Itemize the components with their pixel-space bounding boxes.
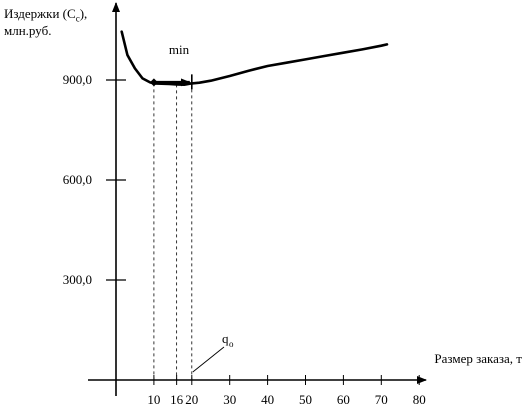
y-tick-label: 600,0 [63, 172, 92, 187]
cost-curve-group [120, 30, 389, 90]
labels: 10 16 20 30 40 50 60 70 80 300,0 600,0 900,0 min q o Ра… [63, 42, 523, 407]
x-tick-label: 30 [223, 392, 236, 407]
y-tick-label: 900,0 [63, 72, 92, 87]
annotation-q-sub: o [229, 339, 234, 349]
x-tick-label: 70 [375, 392, 388, 407]
min-diamond-marker [149, 78, 158, 87]
x-tick-label: 16 [170, 392, 184, 407]
x-tick-label: 20 [185, 392, 198, 407]
y-tick-label: 300,0 [63, 272, 92, 287]
annotation-min: min [169, 42, 190, 57]
annotation-q-pointer [192, 346, 225, 373]
x-tick-label: 60 [337, 392, 350, 407]
x-axis-label: Размер заказа, т [434, 351, 522, 366]
x-tick-label: 10 [147, 392, 160, 407]
y-axis-label-text: Издержки (C [4, 6, 76, 21]
x-tick-label: 40 [261, 392, 274, 407]
y-axis-label: Издержки (Cc), [4, 6, 87, 24]
y-axis-label-end: ), [79, 6, 88, 21]
x-tick-label: 50 [299, 392, 312, 407]
axes [88, 2, 427, 396]
y-axis-label-sub: c [75, 13, 80, 24]
x-tick-label: 80 [413, 392, 426, 407]
y-axis-unit: млн.руб. [4, 23, 52, 38]
ticks [106, 79, 420, 385]
guide-lines [153, 83, 193, 380]
cost-curve [120, 30, 389, 86]
annotation-q: q [222, 331, 229, 346]
